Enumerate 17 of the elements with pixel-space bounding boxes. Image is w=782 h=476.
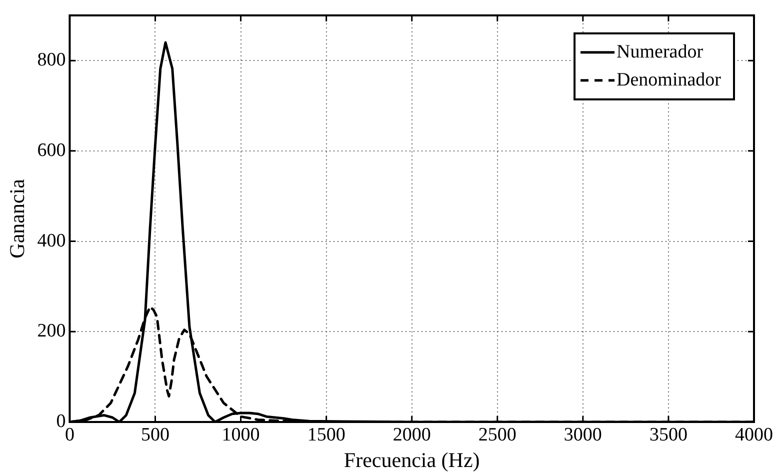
x-tick-label: 1000 <box>222 424 260 446</box>
x-tick-label: 3000 <box>564 424 602 446</box>
legend-label: Numerador <box>616 41 704 62</box>
x-tick-label: 2000 <box>392 424 431 446</box>
x-tick-label: 4000 <box>735 424 773 446</box>
y-tick-label: 400 <box>37 230 66 252</box>
y-tick-label: 800 <box>37 50 66 71</box>
y-axis-title: Ganancia <box>5 178 30 258</box>
y-tick-label: 600 <box>37 140 66 161</box>
x-tick-label: 500 <box>140 424 170 446</box>
x-tick-label: 3500 <box>649 424 688 446</box>
x-tick-label: 1500 <box>307 424 346 446</box>
y-tick-label: 0 <box>56 410 66 432</box>
x-tick-label: 2500 <box>478 424 516 446</box>
y-tick-label: 200 <box>37 320 66 342</box>
x-axis-title: Frecuencia (Hz) <box>344 448 480 472</box>
legend-label: Denominador <box>616 69 722 90</box>
